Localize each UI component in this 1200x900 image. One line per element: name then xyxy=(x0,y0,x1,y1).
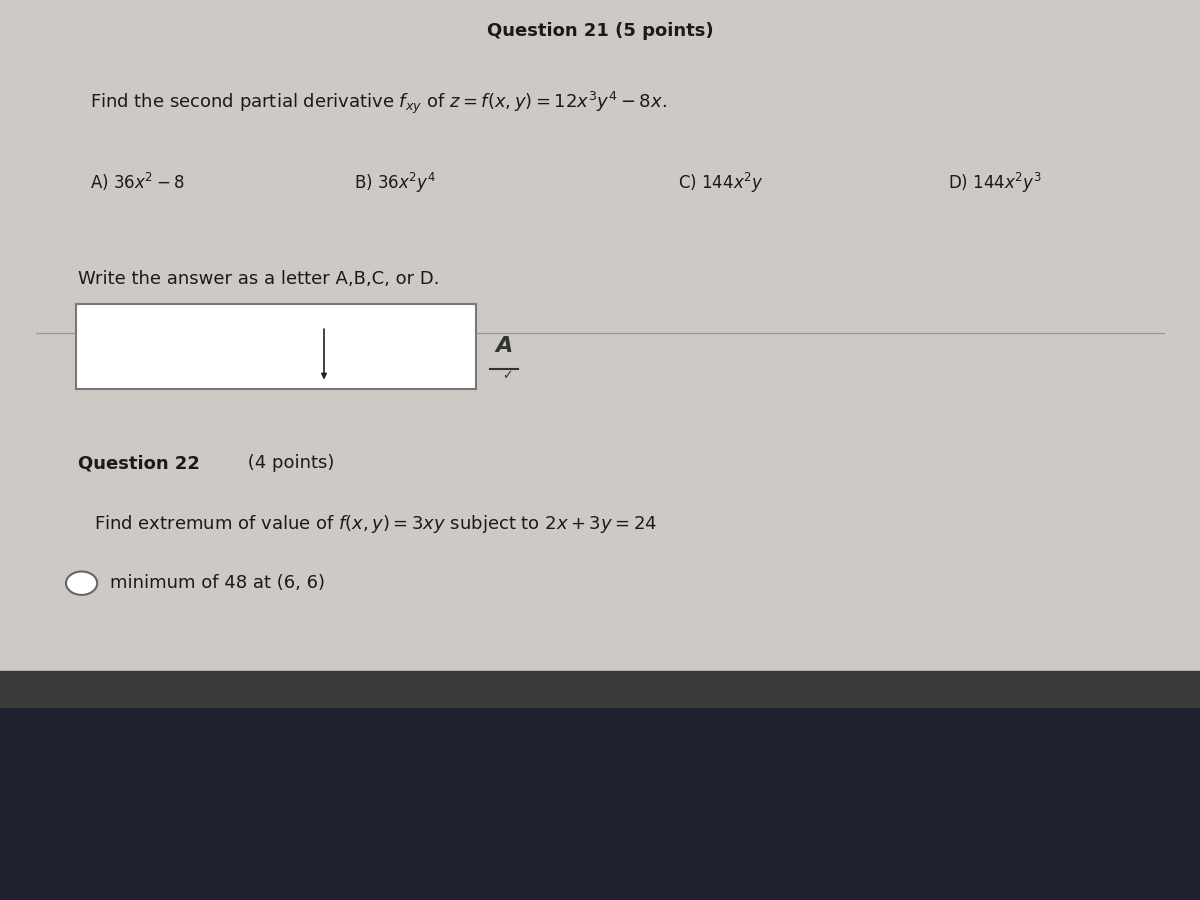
Text: B) $36x^2y^4$: B) $36x^2y^4$ xyxy=(354,171,437,195)
Text: ✓: ✓ xyxy=(503,369,512,382)
Bar xyxy=(0,670,1200,706)
Text: D) $144x^2y^3$: D) $144x^2y^3$ xyxy=(948,171,1042,195)
Text: C) $144x^2y$: C) $144x^2y$ xyxy=(678,171,763,195)
Circle shape xyxy=(66,572,97,595)
Text: A) $36x^2 - 8$: A) $36x^2 - 8$ xyxy=(90,171,185,194)
Text: Find extremum of value of $f(x, y) = 3xy$ subject to $2x + 3y = 24$: Find extremum of value of $f(x, y) = 3xy… xyxy=(94,513,656,535)
Text: A: A xyxy=(496,337,512,356)
Text: Question 21 (5 points): Question 21 (5 points) xyxy=(487,22,713,40)
Text: Question 22: Question 22 xyxy=(78,454,200,472)
Bar xyxy=(0,706,1200,900)
FancyBboxPatch shape xyxy=(76,304,476,389)
Text: minimum of 48 at (6, 6): minimum of 48 at (6, 6) xyxy=(110,574,325,592)
Text: Find the second partial derivative $f_{xy}$ of $z = f(x, y) = 12x^3y^4 - 8x$.: Find the second partial derivative $f_{x… xyxy=(90,90,667,116)
Text: Write the answer as a letter A,B,C, or D.: Write the answer as a letter A,B,C, or D… xyxy=(78,270,439,288)
Text: (4 points): (4 points) xyxy=(242,454,335,472)
